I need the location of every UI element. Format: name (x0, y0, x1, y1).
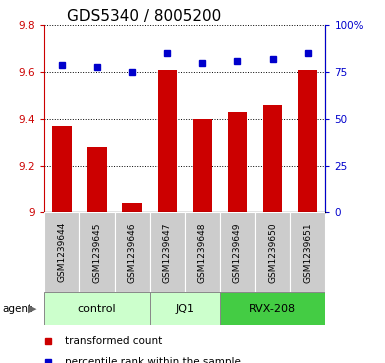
Bar (87, 147, 107, 212)
Bar (255, 212, 290, 292)
Bar (220, 212, 255, 292)
Bar (115, 212, 150, 292)
Text: GSM1239648: GSM1239648 (198, 222, 207, 282)
Text: percentile rank within the sample: percentile rank within the sample (65, 358, 241, 363)
Text: RVX-208: RVX-208 (249, 303, 296, 314)
Text: JQ1: JQ1 (175, 303, 194, 314)
Text: transformed count: transformed count (65, 336, 162, 346)
Text: GSM1239645: GSM1239645 (92, 222, 102, 282)
Bar (150, 212, 185, 292)
Text: GSM1239644: GSM1239644 (57, 222, 66, 282)
Text: control: control (78, 303, 116, 314)
Text: agent: agent (2, 303, 32, 314)
Text: GSM1239651: GSM1239651 (303, 222, 312, 283)
Text: GSM1239650: GSM1239650 (268, 222, 277, 283)
Bar (44, 292, 150, 325)
Bar (157, 70, 177, 212)
Text: GSM1239646: GSM1239646 (127, 222, 137, 282)
Text: ▶: ▶ (28, 303, 36, 314)
Bar (193, 119, 212, 212)
Bar (263, 105, 282, 212)
Bar (150, 292, 220, 325)
Text: GSM1239647: GSM1239647 (163, 222, 172, 282)
Bar (228, 112, 247, 212)
Bar (79, 212, 115, 292)
Bar (52, 126, 72, 212)
Text: GSM1239649: GSM1239649 (233, 222, 242, 282)
Bar (298, 70, 317, 212)
Text: GDS5340 / 8005200: GDS5340 / 8005200 (67, 9, 221, 24)
Bar (44, 212, 79, 292)
Bar (185, 212, 220, 292)
Bar (290, 212, 325, 292)
Bar (122, 203, 142, 212)
Bar (220, 292, 325, 325)
